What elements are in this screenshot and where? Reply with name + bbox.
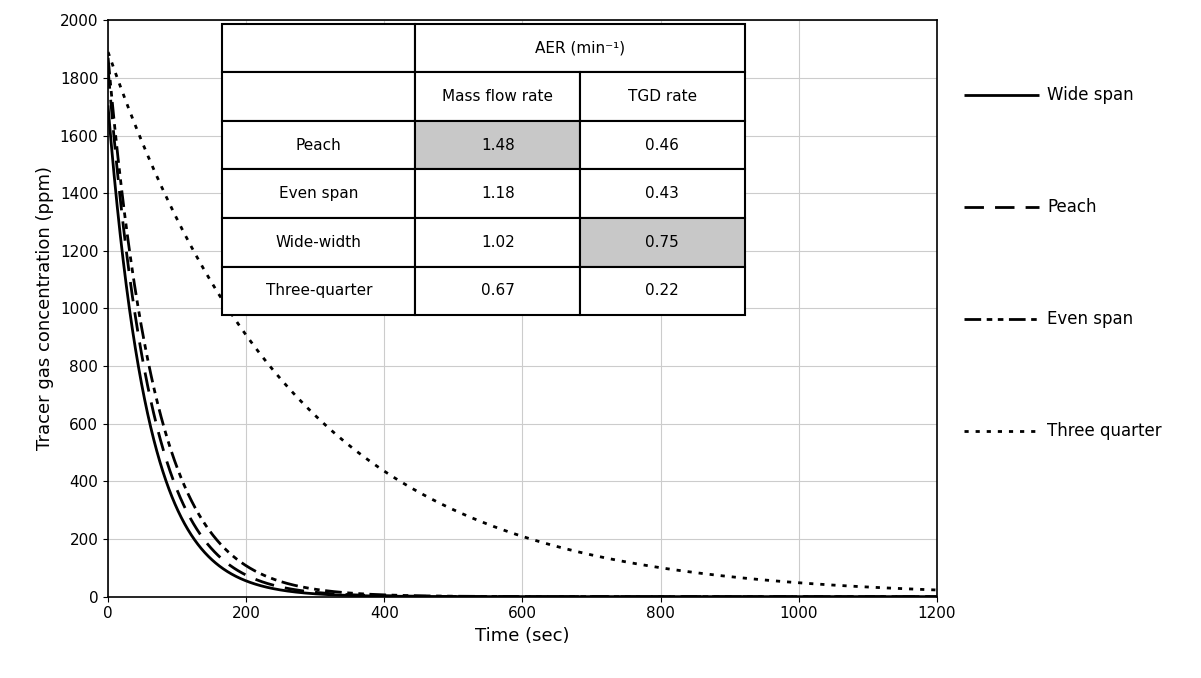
Text: Wide span: Wide span xyxy=(1047,86,1134,104)
Text: 1.48: 1.48 xyxy=(480,138,515,153)
Text: 0.75: 0.75 xyxy=(645,235,680,250)
Text: TGD rate: TGD rate xyxy=(628,89,697,104)
Text: 0.22: 0.22 xyxy=(645,283,680,298)
Text: Even span: Even span xyxy=(1047,310,1134,327)
Text: 0.43: 0.43 xyxy=(645,186,680,201)
Text: Three-quarter: Three-quarter xyxy=(265,283,372,298)
Text: AER (min⁻¹): AER (min⁻¹) xyxy=(534,41,625,56)
Text: 1.02: 1.02 xyxy=(480,235,515,250)
Y-axis label: Tracer gas concentration (ppm): Tracer gas concentration (ppm) xyxy=(36,167,54,450)
Text: Even span: Even span xyxy=(279,186,359,201)
Text: 0.46: 0.46 xyxy=(645,138,680,153)
Text: Peach: Peach xyxy=(295,138,342,153)
Text: 0.67: 0.67 xyxy=(480,283,515,298)
Text: Wide-width: Wide-width xyxy=(276,235,362,250)
Text: 1.18: 1.18 xyxy=(480,186,515,201)
X-axis label: Time (sec): Time (sec) xyxy=(476,627,569,645)
Text: Mass flow rate: Mass flow rate xyxy=(442,89,554,104)
Text: Peach: Peach xyxy=(1047,198,1097,216)
Text: Three quarter: Three quarter xyxy=(1047,422,1161,439)
